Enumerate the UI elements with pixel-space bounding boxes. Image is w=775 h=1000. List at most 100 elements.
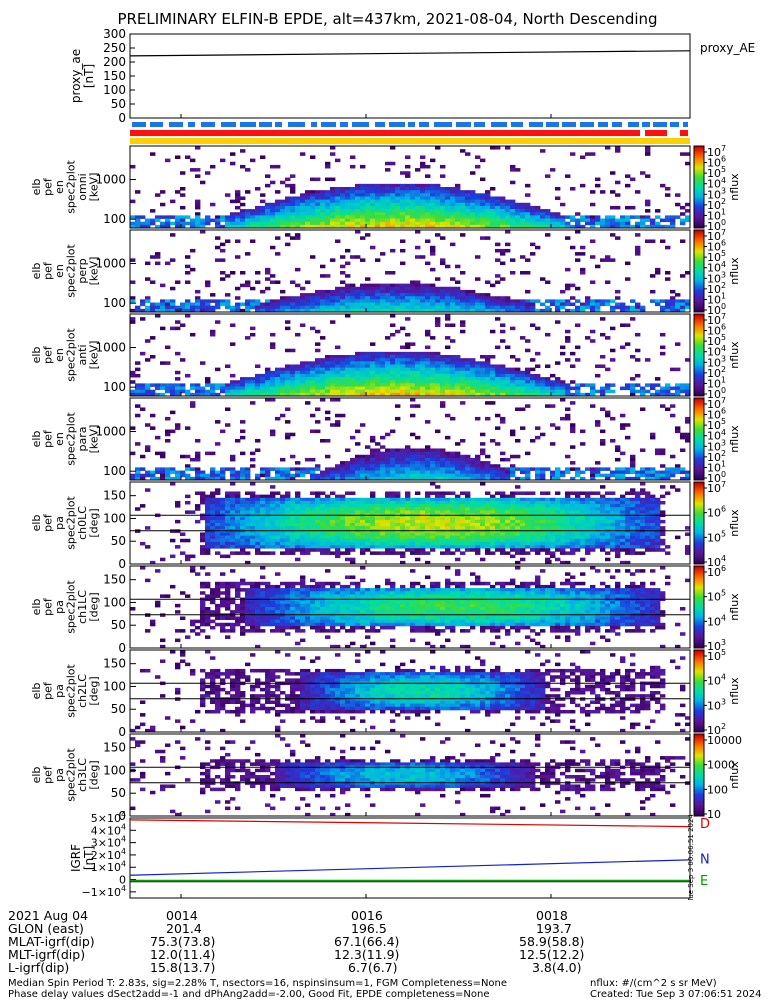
spectrogram-cell xyxy=(620,302,626,307)
spectrogram-cell xyxy=(255,548,261,552)
spectrogram-cell xyxy=(505,199,511,204)
spectrogram-cell xyxy=(430,187,436,191)
spectrogram-cell xyxy=(390,215,396,219)
spectrogram-cell xyxy=(230,476,236,481)
spectrogram-cell xyxy=(370,367,376,372)
spectrogram-cell xyxy=(465,205,471,210)
spectrogram-cell xyxy=(425,532,431,537)
colorbar-label: nflux xyxy=(728,341,741,369)
spectrogram-cell xyxy=(300,305,306,310)
spectrogram-cell xyxy=(465,467,471,471)
spectrogram-cell xyxy=(505,212,511,216)
spectrogram-cell xyxy=(255,205,261,210)
spectrogram-cell xyxy=(410,386,416,391)
spectrogram-cell xyxy=(270,386,276,391)
spectrogram-cell xyxy=(495,196,501,201)
spectrogram-cell xyxy=(445,476,451,481)
spectrogram-cell xyxy=(300,193,306,197)
spectrogram-cell xyxy=(395,193,401,197)
spectrogram-cell xyxy=(430,267,436,272)
spectrogram-cell xyxy=(475,476,481,481)
spectrogram-cell xyxy=(450,199,456,204)
ytick-label: 250 xyxy=(103,41,126,55)
spectrogram-cell xyxy=(390,332,396,337)
spectrogram-cell xyxy=(295,367,301,372)
spectrogram-cell xyxy=(485,380,491,384)
spectrogram-cell xyxy=(475,364,481,369)
spectrogram-cell xyxy=(675,467,681,471)
spectrogram-cell xyxy=(230,305,236,310)
spectrogram-cell xyxy=(160,454,166,459)
spectrogram-cell xyxy=(260,497,266,502)
spectrogram-cell xyxy=(625,342,631,346)
spectrogram-cell xyxy=(415,351,421,356)
spectrogram-cell xyxy=(315,373,321,378)
spectrogram-cell xyxy=(290,187,296,191)
spectrogram-cell xyxy=(490,392,496,397)
spectrogram-cell xyxy=(215,504,221,508)
spectrogram-cell xyxy=(275,497,281,502)
spectrogram-cell xyxy=(675,293,681,297)
spectrogram-cell xyxy=(175,320,181,324)
spectrogram-cell xyxy=(395,209,401,213)
spectrogram-cell xyxy=(490,516,496,521)
spectrogram-cell xyxy=(420,155,426,160)
spectrogram-cell xyxy=(450,470,456,475)
spectrogram-cell xyxy=(275,190,281,194)
spectrogram-cell xyxy=(455,364,461,369)
spectrogram-cell xyxy=(380,464,386,468)
spectrogram-cell xyxy=(535,308,541,313)
spectrogram-cell xyxy=(225,545,231,549)
spectrogram-cell xyxy=(200,218,206,223)
spectrogram-cell xyxy=(410,377,416,381)
spectrogram-cell xyxy=(270,308,276,313)
spectrogram-cell xyxy=(660,404,666,408)
spectrogram-cell xyxy=(400,516,406,521)
spectrogram-cell xyxy=(370,283,376,288)
spectrogram-cell xyxy=(645,358,651,362)
spectrogram-cell xyxy=(420,221,426,226)
spectrogram-cell xyxy=(250,215,256,219)
spectrogram-cell xyxy=(420,507,426,511)
status-segment-blue xyxy=(491,122,507,127)
spectrogram-cell xyxy=(285,183,291,188)
spectrogram-cell xyxy=(555,473,561,478)
spectrogram-cell xyxy=(450,364,456,369)
spectrogram-cell xyxy=(235,193,241,197)
spectrogram-cell xyxy=(345,491,351,496)
spectrogram-cell xyxy=(405,190,411,194)
spectrogram-cell xyxy=(355,209,361,213)
spectrogram-cell xyxy=(235,386,241,391)
spectrogram-cell xyxy=(425,516,431,521)
spectrogram-cell xyxy=(565,413,571,418)
spectrogram-cell xyxy=(410,451,416,456)
spectrogram-cell xyxy=(385,221,391,226)
spectrogram-cell xyxy=(290,305,296,310)
spectrogram-cell xyxy=(520,224,526,229)
spectrogram-cell xyxy=(375,476,381,481)
spectrogram-cell xyxy=(355,361,361,365)
spectrogram-cell xyxy=(300,202,306,207)
spectrogram-cell xyxy=(455,464,461,468)
spectrogram-cell xyxy=(395,202,401,207)
spectrogram-cell xyxy=(640,171,646,175)
spectrogram-cell xyxy=(265,286,271,291)
spectrogram-cell xyxy=(440,218,446,223)
spectrogram-cell xyxy=(410,370,416,375)
spectrogram-cell xyxy=(145,545,151,549)
spectrogram-cell xyxy=(410,196,416,201)
spectrogram-cell xyxy=(380,183,386,188)
spectrogram-cell xyxy=(375,258,381,262)
spectrogram-cell xyxy=(315,202,321,207)
spectrogram-cell xyxy=(480,461,486,465)
spectrogram-cell xyxy=(195,199,201,204)
spectrogram-cell xyxy=(255,364,261,369)
spectrogram-cell xyxy=(630,464,636,468)
spectrogram-cell xyxy=(475,545,481,549)
spectrogram-cell xyxy=(400,351,406,356)
spectrogram-cell xyxy=(160,283,166,288)
colorbar-cell xyxy=(694,172,704,176)
spectrogram-cell xyxy=(360,373,366,378)
status-segment-yellow xyxy=(130,138,690,144)
spectrogram-cell xyxy=(300,224,306,229)
